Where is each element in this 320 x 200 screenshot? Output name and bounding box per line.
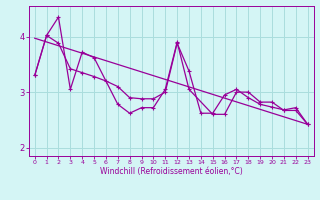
X-axis label: Windchill (Refroidissement éolien,°C): Windchill (Refroidissement éolien,°C) xyxy=(100,167,243,176)
